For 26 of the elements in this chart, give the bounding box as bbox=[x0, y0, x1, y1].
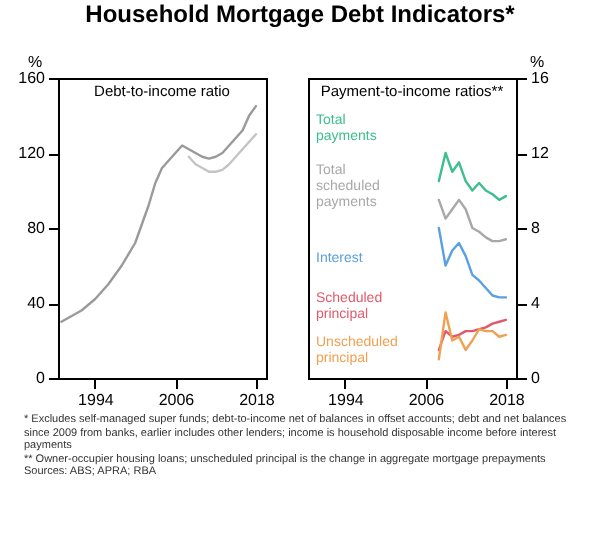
y-tick-label: 40 bbox=[27, 294, 47, 312]
y-tick-label: 0 bbox=[531, 369, 541, 387]
x-tick-label: 2006 bbox=[408, 391, 446, 409]
y-tick-label: 4 bbox=[531, 294, 541, 312]
y-tick-label: 80 bbox=[27, 219, 47, 237]
line-series bbox=[437, 318, 508, 352]
y-tick-label: 120 bbox=[18, 144, 47, 162]
x-tick-label: 1994 bbox=[78, 391, 115, 409]
line-series bbox=[437, 198, 508, 243]
chart-title: Household Mortgage Debt Indicators* bbox=[83, 0, 517, 30]
y-tick-label: 0 bbox=[36, 369, 47, 387]
x-tick-label: 2018 bbox=[239, 391, 276, 409]
x-tick-label: 1994 bbox=[328, 391, 365, 409]
line-series bbox=[437, 311, 508, 361]
line-series bbox=[60, 104, 258, 323]
x-tick-label: 2018 bbox=[489, 391, 526, 409]
y-tick-label: 16 bbox=[531, 69, 550, 87]
x-tick-label: 2006 bbox=[158, 391, 196, 409]
y-tick-label: 8 bbox=[531, 219, 541, 237]
line-series bbox=[437, 226, 508, 299]
line-series bbox=[187, 133, 258, 173]
y-axis-title: % bbox=[27, 53, 43, 71]
y-axis-title: % bbox=[529, 53, 545, 71]
y-tick-label: 160 bbox=[18, 69, 47, 87]
line-series bbox=[437, 151, 508, 202]
y-tick-label: 12 bbox=[531, 144, 550, 162]
